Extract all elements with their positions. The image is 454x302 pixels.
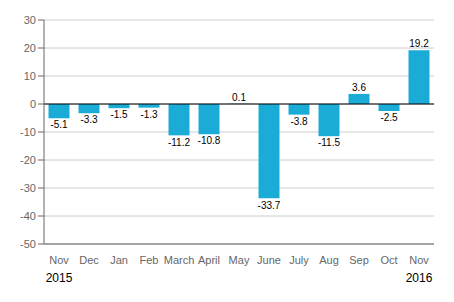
svg-text:-10: -10: [20, 126, 36, 138]
svg-text:Sep: Sep: [349, 254, 369, 266]
svg-text:March: March: [164, 254, 195, 266]
svg-text:-3.3: -3.3: [80, 114, 98, 125]
svg-text:10: 10: [24, 70, 36, 82]
svg-text:19.2: 19.2: [409, 38, 429, 49]
svg-text:Oct: Oct: [380, 254, 397, 266]
svg-text:-30: -30: [20, 182, 36, 194]
svg-text:20: 20: [24, 42, 36, 54]
svg-text:0: 0: [30, 98, 36, 110]
svg-text:-40: -40: [20, 210, 36, 222]
svg-text:-11.2: -11.2: [168, 137, 190, 148]
svg-text:-11.5: -11.5: [318, 137, 340, 148]
svg-text:April: April: [198, 254, 220, 266]
svg-text:2015: 2015: [46, 271, 73, 285]
svg-text:Nov: Nov: [49, 254, 69, 266]
svg-text:Feb: Feb: [140, 254, 159, 266]
svg-text:-3.8: -3.8: [290, 116, 308, 127]
svg-text:-33.7: -33.7: [258, 200, 281, 211]
svg-text:-5.1: -5.1: [50, 119, 68, 130]
svg-text:3.6: 3.6: [352, 82, 366, 93]
svg-text:-1.3: -1.3: [140, 109, 158, 120]
svg-text:0.1: 0.1: [232, 92, 246, 103]
svg-text:-20: -20: [20, 154, 36, 166]
svg-text:2016: 2016: [406, 271, 433, 285]
svg-text:-10.8: -10.8: [198, 135, 221, 146]
svg-text:30: 30: [24, 14, 36, 26]
svg-text:-2.5: -2.5: [380, 112, 398, 123]
svg-text:Nov: Nov: [409, 254, 429, 266]
svg-text:-1.5: -1.5: [110, 109, 128, 120]
svg-text:May: May: [229, 254, 250, 266]
svg-text:Jan: Jan: [110, 254, 128, 266]
svg-text:July: July: [289, 254, 309, 266]
svg-text:-50: -50: [20, 238, 36, 250]
svg-text:June: June: [257, 254, 281, 266]
svg-text:Dec: Dec: [79, 254, 99, 266]
svg-text:Aug: Aug: [319, 254, 339, 266]
